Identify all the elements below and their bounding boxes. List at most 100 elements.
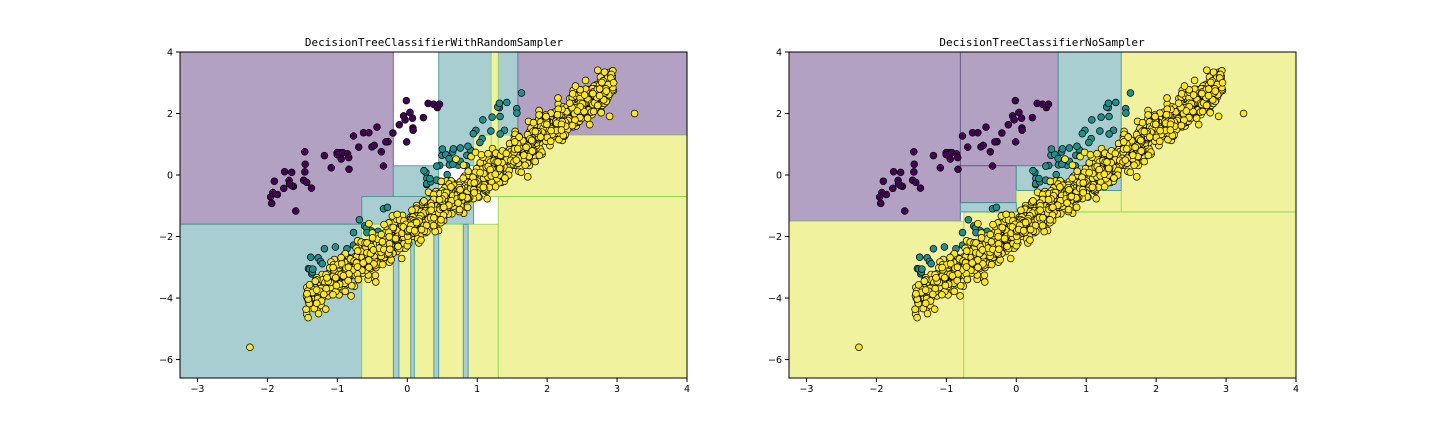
scatter-point <box>1047 145 1056 153</box>
scatter-point <box>986 230 995 239</box>
scatter-point <box>332 281 341 290</box>
scatter-point <box>1093 149 1101 158</box>
y-tick-label: −6 <box>159 355 173 366</box>
scatter-point <box>528 136 536 145</box>
scatter-point <box>377 230 386 239</box>
scatter-point <box>389 129 397 137</box>
scatter-point <box>1174 99 1183 107</box>
scatter-point <box>542 112 550 121</box>
scatter-point <box>344 263 353 272</box>
scatter-point <box>998 129 1006 137</box>
scatter-point <box>410 226 419 235</box>
scatter-point <box>602 87 611 95</box>
scatter-point <box>1006 254 1015 263</box>
scatter-point <box>354 143 363 151</box>
scatter-point <box>910 160 918 168</box>
scatter-point <box>910 148 918 156</box>
y-axis: −6 −4 −2 0 2 4 <box>768 48 789 366</box>
scatter-point <box>580 91 589 99</box>
scatter-point <box>1198 107 1207 116</box>
scatter-point <box>1144 111 1152 119</box>
scatter-point <box>371 271 380 280</box>
scatter-point <box>1180 82 1189 90</box>
scatter-point <box>1104 99 1113 107</box>
scatter-point <box>1163 94 1171 102</box>
scatter-point <box>1140 157 1149 166</box>
scatter-point <box>1110 174 1118 182</box>
scatter-point <box>918 265 926 273</box>
scatter-point <box>974 219 982 228</box>
scatter-point <box>1068 161 1077 169</box>
scatter-point <box>301 168 309 176</box>
scatter-point <box>431 227 439 236</box>
scatter-point <box>998 223 1006 232</box>
scatter-point <box>302 305 310 314</box>
scatter-point <box>1088 116 1096 124</box>
scatter-point <box>292 207 300 215</box>
scatter-point <box>314 309 323 318</box>
scatter-point <box>987 237 996 246</box>
scatter-point <box>379 162 388 170</box>
y-tick-label: −2 <box>768 232 782 243</box>
scatter-point <box>1029 197 1037 205</box>
scatter-point <box>929 151 938 160</box>
scatter-point <box>365 219 373 228</box>
scatter-point <box>964 215 973 224</box>
scatter-point <box>437 216 445 224</box>
scatter-point <box>958 228 967 237</box>
decision-region <box>410 223 415 378</box>
scatter-point <box>443 170 451 179</box>
scatter-point <box>962 247 971 255</box>
y-tick-label: 0 <box>776 171 782 182</box>
scatter-point <box>876 199 885 208</box>
scatter-point <box>393 210 401 219</box>
scatter-point <box>320 151 329 160</box>
scatter-point <box>1129 151 1137 159</box>
scatter-point <box>978 246 987 254</box>
scatter-point <box>484 149 492 158</box>
scatter-point <box>988 162 997 170</box>
scatter-point <box>1145 133 1154 141</box>
scatter-point <box>1218 78 1227 87</box>
scatter-point <box>1130 161 1138 169</box>
scatter-point <box>323 274 331 282</box>
scatter-point <box>569 90 577 98</box>
scatter-point <box>950 287 958 296</box>
scatter-point <box>1151 120 1160 129</box>
scatter-point <box>1017 206 1025 214</box>
scatter-point <box>1078 129 1087 138</box>
scatter-point <box>417 236 425 244</box>
scatter-point <box>1105 112 1113 121</box>
scatter-point <box>449 145 458 153</box>
scatter-point <box>992 203 1001 212</box>
scatter-point <box>630 109 639 118</box>
scatter-point <box>353 263 362 271</box>
scatter-point <box>929 290 937 299</box>
scatter-point <box>341 287 350 296</box>
scatter-point <box>1204 85 1213 93</box>
scatter-point <box>1151 112 1159 121</box>
scatter-point <box>354 275 363 284</box>
x-tick-label: −1 <box>330 384 344 395</box>
scatter-point <box>929 244 938 253</box>
scatter-point <box>1085 168 1093 177</box>
scatter-point <box>529 118 538 127</box>
scatter-point <box>510 138 519 146</box>
y-tick-label: 4 <box>167 48 173 59</box>
scatter-point <box>953 263 962 272</box>
scatter-point <box>1086 150 1095 159</box>
scatter-point <box>320 244 329 253</box>
scatter-point <box>491 182 500 191</box>
scatter-point <box>503 98 511 107</box>
scatter-point <box>1046 177 1055 186</box>
scatter-point <box>1105 130 1113 138</box>
scatter-point <box>502 149 511 158</box>
scatter-point <box>1198 89 1206 98</box>
scatter-point <box>417 225 426 234</box>
scatter-point <box>1058 145 1067 153</box>
scatter-point <box>456 144 465 152</box>
scatter-point <box>501 174 509 182</box>
scatter-point <box>1044 100 1053 108</box>
scatter-point <box>1202 101 1211 110</box>
scatter-point <box>420 166 428 175</box>
